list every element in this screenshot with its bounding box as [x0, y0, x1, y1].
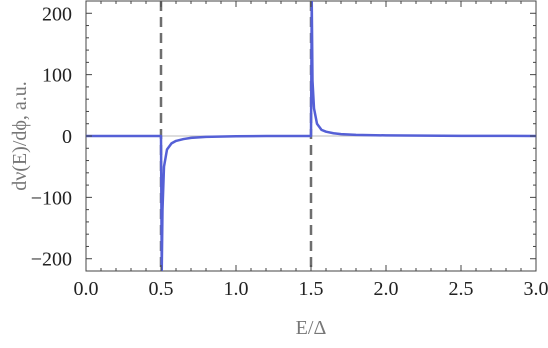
x-tick-label: 1.0: [224, 278, 249, 300]
y-tick-label: 200: [42, 3, 72, 25]
x-tick-label: 2.5: [449, 278, 474, 300]
x-tick-label: 2.0: [374, 278, 399, 300]
y-tick-label: 100: [42, 65, 72, 87]
y-tick-label: 0: [62, 126, 72, 148]
y-tick-label: −200: [31, 249, 72, 271]
x-axis-label: E/Δ: [296, 317, 327, 339]
x-tick-label: 1.5: [299, 278, 324, 300]
x-tick-label: 0.0: [74, 278, 99, 300]
x-tick-label: 0.5: [149, 278, 174, 300]
x-tick-label: 3.0: [524, 278, 548, 300]
series-line: [86, 1, 536, 271]
y-tick-label: −100: [31, 187, 72, 209]
y-axis-label: dν(E)/dϕ, a.u.: [9, 81, 31, 191]
